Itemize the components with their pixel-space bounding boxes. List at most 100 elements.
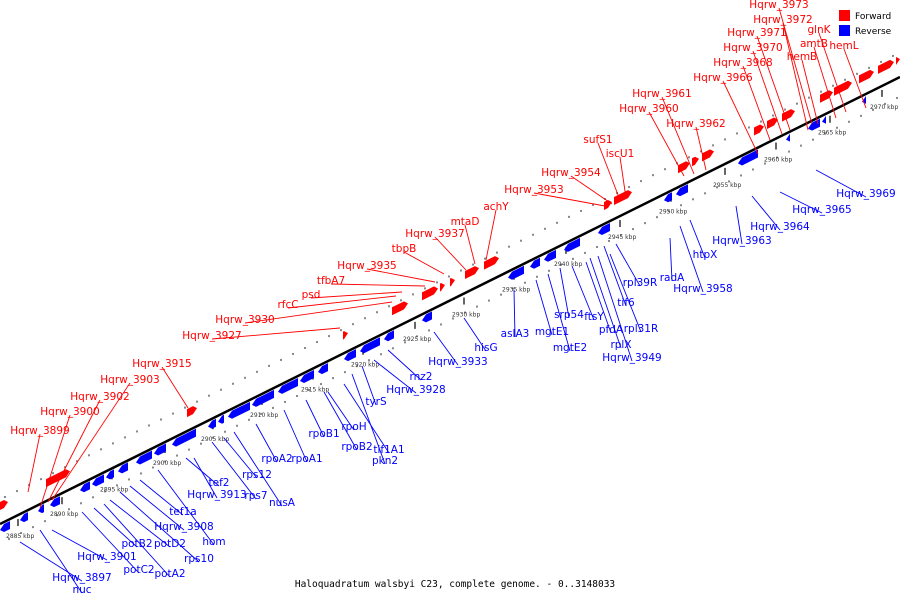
gene-label: Hqrw_3897	[52, 572, 111, 584]
gene-label: mgtE2	[553, 342, 587, 354]
gene-label: potC2	[123, 564, 154, 576]
gene-label: hemL	[829, 40, 858, 52]
gene-blocks	[0, 57, 900, 532]
gene-label: Hqrw_3971	[727, 27, 786, 39]
genome-map: 2885 kbp 2890 kbp 2895 kbp 2900 kbp 2905 kbp…	[0, 0, 900, 600]
leader-line	[486, 210, 496, 260]
gene-label: rpl39R	[623, 277, 658, 289]
forward-gene-block	[767, 118, 778, 129]
forward-gene-block	[678, 161, 690, 173]
reverse-gene-block	[786, 134, 790, 142]
scale-label: 2940 kbp	[554, 261, 582, 268]
scale-label: 2910 kbp	[250, 412, 278, 419]
gene-label: rpoB2	[341, 441, 372, 453]
gene-label: Hqrw_3915	[132, 358, 191, 370]
gene-label: rpoA1	[291, 453, 322, 465]
scale-label: 2955 kbp	[713, 182, 741, 189]
forward-gene-block	[450, 278, 455, 286]
gene-label: Hqrw_3970	[723, 42, 782, 54]
scale-label: 2945 kbp	[608, 234, 636, 241]
scale-label: 2895 kbp	[100, 486, 128, 493]
gene-label: amtB	[800, 38, 828, 50]
forward-gene-block	[0, 500, 8, 510]
gene-label: Hqrw_3902	[70, 391, 129, 403]
legend-forward-swatch	[839, 10, 850, 21]
gene-label: iscU1	[606, 148, 635, 160]
genome-axis	[0, 77, 900, 524]
leader-line	[610, 254, 641, 332]
legend-reverse-swatch	[839, 25, 850, 36]
gene-label: Hqrw_3963	[712, 235, 771, 247]
gene-label: Hqrw_3930	[215, 314, 274, 326]
leader-line	[465, 225, 475, 264]
forward-gene-block	[782, 109, 795, 121]
gene-label: Hqrw_3901	[77, 551, 136, 563]
gene-label: tyrS	[365, 396, 387, 408]
leader-line	[28, 434, 40, 492]
forward-gene-block	[187, 406, 197, 417]
legend: Forward Reverse	[839, 10, 892, 37]
scale-label: 2920 kbp	[351, 362, 379, 369]
scale-label: 2950 kbp	[659, 209, 687, 216]
gene-label: tif6	[617, 297, 635, 309]
scale-label: 2930 kbp	[452, 312, 480, 319]
leader-line	[696, 127, 706, 170]
leader-line	[620, 157, 626, 198]
legend-reverse-label: Reverse	[855, 27, 892, 37]
gene-label: Hqrw_3927	[182, 330, 241, 342]
gene-label: rps10	[184, 553, 214, 565]
gene-label: rpoA2	[261, 453, 292, 465]
gene-label: Hqrw_3953	[504, 184, 563, 196]
gene-label: nuc	[72, 584, 91, 596]
gene-label: Hqrw_3960	[619, 103, 678, 115]
scale-label: 2960 kbp	[764, 157, 792, 164]
gene-label: achY	[483, 201, 509, 213]
gene-label: pfdA	[599, 324, 624, 336]
gene-label: Hqrw_3949	[602, 352, 661, 364]
strand-dots	[4, 55, 898, 540]
scale-label: 2915 kbp	[301, 387, 329, 394]
forward-gene-block	[692, 157, 699, 166]
gene-label: Hqrw_3900	[40, 406, 99, 418]
gene-label: Hqrw_3903	[100, 374, 159, 386]
gene-label: sufS1	[583, 134, 612, 146]
gene-label: Hqrw_3954	[541, 167, 601, 179]
gene-label: Hqrw_3937	[405, 228, 464, 240]
gene-label: Hqrw_3908	[154, 521, 213, 533]
scale-label: 2965 kbp	[818, 130, 846, 137]
gene-label: pkn2	[372, 455, 398, 467]
gene-label: rfcC	[277, 299, 298, 311]
gene-label: Hqrw_3935	[337, 260, 396, 272]
gene-label: rnz2	[410, 371, 433, 383]
gene-label: Hqrw_3958	[673, 283, 732, 295]
gene-label: Hqrw_3968	[713, 57, 772, 69]
gene-label: Hqrw_3973	[749, 0, 808, 11]
gene-label: mgtE1	[535, 326, 569, 338]
gene-label: nusA	[269, 497, 296, 509]
gene-label: hisG	[474, 342, 497, 354]
leader-line	[435, 237, 466, 270]
gene-label: potB2	[121, 538, 152, 550]
gene-label: Hqrw_3913	[187, 489, 246, 501]
genome-caption: Haloquadratum walsbyi C23, complete geno…	[295, 579, 615, 590]
forward-gene-block	[343, 331, 348, 339]
gene-label: Hqrw_3933	[428, 356, 487, 368]
gene-label: rps7	[244, 490, 267, 502]
gene-label: Hqrw_3961	[632, 88, 691, 100]
gene-label: Hqrw_3928	[386, 384, 445, 396]
gene-label: glnK	[807, 24, 831, 36]
scale-label: 2890 kbp	[50, 511, 78, 518]
gene-label: hemB	[787, 51, 818, 63]
forward-gene-block	[392, 301, 408, 315]
gene-label: potA2	[154, 568, 185, 580]
gene-label: Hqrw_3969	[836, 188, 895, 200]
scale-ticks: 2885 kbp2890 kbp2895 kbp2900 kbp2905 kbp…	[6, 90, 898, 540]
gene-label: rplX	[610, 339, 631, 351]
gene-label: potD2	[154, 538, 186, 550]
gene-label: hom	[202, 536, 225, 548]
legend-forward-label: Forward	[855, 12, 891, 22]
scale-label: 2970 kbp	[870, 104, 898, 111]
gene-label: rps12	[242, 469, 272, 481]
forward-gene-block	[859, 70, 874, 83]
gene-label: Hqrw_3964	[750, 221, 810, 233]
